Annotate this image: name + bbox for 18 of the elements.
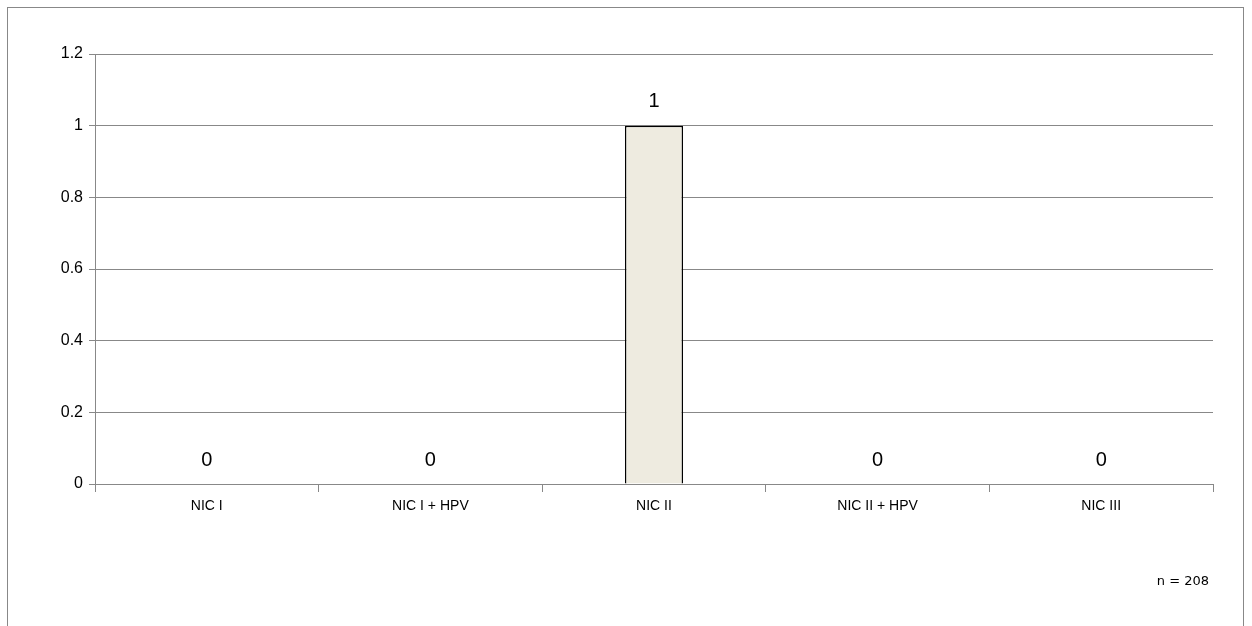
x-tick-label: NIC I <box>190 497 223 514</box>
data-label: 0 <box>872 447 884 470</box>
y-tick-label: 0.4 <box>60 331 84 349</box>
data-label: 1 <box>648 89 660 112</box>
x-tick-label: NIC III <box>1081 497 1122 514</box>
text: n = 208 <box>1156 573 1209 589</box>
y-tick-label: 0.8 <box>60 187 84 205</box>
y-tick-label: 0.6 <box>60 259 84 277</box>
data-label: 0 <box>1095 447 1107 470</box>
data-label: 0 <box>424 447 436 470</box>
y-tick-label: 1 <box>74 116 84 134</box>
y-tick-label: 0.2 <box>60 402 84 420</box>
data-label: 0 <box>201 447 213 470</box>
y-tick-label: 1.2 <box>60 44 84 62</box>
x-tick-label: NIC I + HPV <box>392 497 470 514</box>
y-tick-label: 0 <box>74 474 84 492</box>
x-tick-label: NIC II + HPV <box>837 497 919 514</box>
x-tick-label: NIC II <box>636 497 672 514</box>
